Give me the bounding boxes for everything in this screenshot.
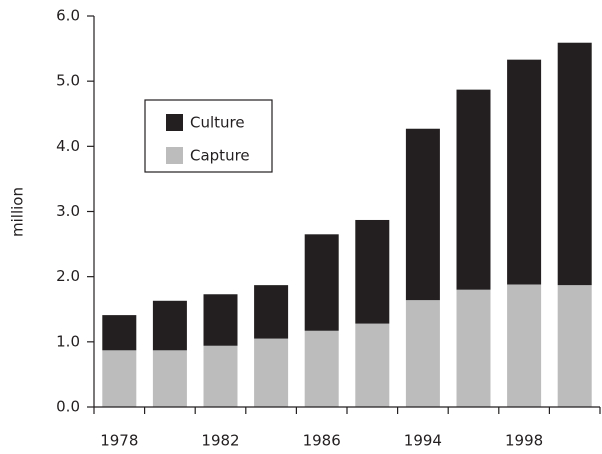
bar-segment bbox=[557, 285, 592, 407]
bar-segment bbox=[355, 323, 390, 407]
bar-segment bbox=[304, 330, 339, 407]
legend-label: Culture bbox=[190, 114, 245, 132]
bar-segment bbox=[507, 59, 542, 285]
y-tick-label: 4.0 bbox=[56, 137, 80, 155]
bar-segment bbox=[304, 234, 339, 331]
y-axis-label: million bbox=[9, 187, 27, 237]
y-tick-label: 3.0 bbox=[56, 202, 80, 220]
bar-segment bbox=[102, 350, 137, 407]
x-tick-label: 1978 bbox=[100, 432, 138, 450]
legend-swatch bbox=[166, 114, 183, 131]
bar-segment bbox=[405, 128, 440, 301]
bar-segment bbox=[102, 315, 137, 351]
bar-segment bbox=[507, 284, 542, 407]
bar-segment bbox=[203, 345, 238, 407]
y-tick-label: 6.0 bbox=[56, 7, 80, 25]
legend-swatch bbox=[166, 147, 183, 164]
y-tick-label: 1.0 bbox=[56, 332, 80, 350]
bar-segment bbox=[152, 350, 187, 407]
x-tick-label: 1994 bbox=[404, 432, 442, 450]
bar-segment bbox=[456, 89, 491, 290]
legend-label: Capture bbox=[190, 147, 250, 165]
x-tick-label: 1982 bbox=[201, 432, 239, 450]
bar-segment bbox=[405, 300, 440, 407]
bar-segment bbox=[152, 300, 187, 351]
bar-segment bbox=[254, 285, 289, 339]
bar-segment bbox=[254, 338, 289, 407]
x-tick-label: 1986 bbox=[303, 432, 341, 450]
bar-segment bbox=[355, 219, 390, 324]
y-tick-label: 5.0 bbox=[56, 72, 80, 90]
bar-segment bbox=[456, 289, 491, 407]
bar-segment bbox=[203, 294, 238, 346]
y-tick-label: 0.0 bbox=[56, 398, 80, 416]
y-tick-label: 2.0 bbox=[56, 267, 80, 285]
bar-segment bbox=[557, 42, 592, 286]
x-tick-label: 1998 bbox=[505, 432, 543, 450]
